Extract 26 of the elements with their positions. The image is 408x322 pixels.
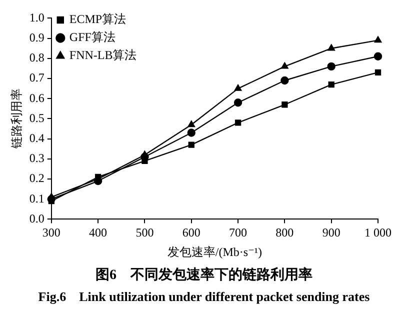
x-tick-label: 500	[136, 226, 154, 240]
y-axis-title: 链路利用率	[9, 88, 24, 150]
y-tick-label: 0.7	[29, 70, 44, 85]
x-tick-label: 700	[229, 226, 248, 240]
legend-label: GFF算法	[69, 30, 116, 44]
y-tick-label: 1.0	[29, 10, 44, 24]
legend-label: ECMP算法	[69, 12, 126, 26]
y-tick-label: 0.8	[29, 50, 44, 65]
caption: 图6 不同发包速率下的链路利用率	[94, 266, 314, 284]
y-tick-label: 0.6	[29, 90, 44, 105]
y-tick-label: 0.3	[29, 151, 44, 166]
y-tick-label: 0.0	[29, 211, 44, 226]
x-tick-label: 800	[276, 226, 294, 240]
y-tick-label: 0.1	[29, 191, 44, 206]
x-tick-label: 300	[42, 226, 60, 240]
x-tick-label: 400	[89, 226, 108, 240]
x-tick-label: 600	[182, 226, 200, 240]
x-tick-label: 900	[322, 226, 340, 240]
x-axis-title: 发包速率/(Mb·s⁻¹)	[167, 244, 262, 259]
y-tick-label: 0.2	[29, 171, 44, 186]
caption: Fig.6 Link utilization under different packet sending rates	[37, 288, 371, 306]
y-tick-label: 0.9	[29, 30, 44, 44]
y-tick-label: 0.5	[29, 110, 44, 125]
legend-label: FNN-LB算法	[69, 48, 137, 62]
y-tick-label: 0.4	[29, 130, 44, 145]
x-tick-label: 1 000	[364, 226, 392, 240]
